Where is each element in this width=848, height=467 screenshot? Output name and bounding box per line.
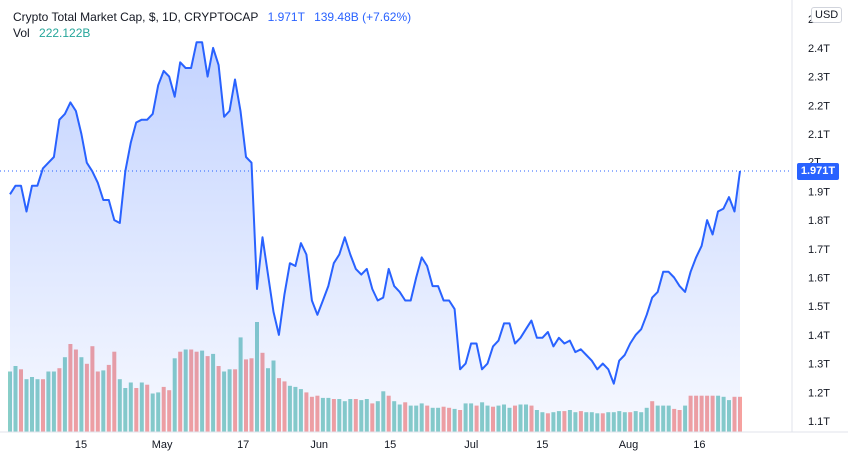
y-tick-label: 1.2T xyxy=(808,387,830,399)
x-tick-label: Jun xyxy=(310,439,328,451)
price-area xyxy=(10,42,740,432)
y-tick-label: 1.7T xyxy=(808,244,830,256)
legend-main-row: Crypto Total Market Cap, $, 1D, CRYPTOCA… xyxy=(13,9,411,25)
last-price-tag: 1.971T xyxy=(797,162,839,180)
legend-volume-value: 222.122B xyxy=(39,26,91,40)
x-tick-label: 15 xyxy=(536,439,548,451)
y-tick-label: 1.4T xyxy=(808,330,830,342)
x-tick-label: Aug xyxy=(619,439,639,451)
y-tick-label: 1.3T xyxy=(808,359,830,371)
currency-selector[interactable]: USD xyxy=(811,7,843,23)
price-axis[interactable]: 1.1T1.2T1.3T1.4T1.5T1.6T1.7T1.8T1.9T2T2.… xyxy=(808,14,830,428)
y-tick-label: 2.2T xyxy=(808,100,830,112)
y-tick-label: 2.4T xyxy=(808,43,830,55)
x-tick-label: 16 xyxy=(693,439,705,451)
price-line xyxy=(9,41,741,385)
y-tick-label: 1.6T xyxy=(808,273,830,285)
x-tick-label: 17 xyxy=(237,439,249,451)
legend-last-value: 1.971T xyxy=(267,10,305,24)
time-axis[interactable]: 15 May 17 Jun 15 Jul 15 Aug 16 xyxy=(75,439,706,451)
legend-volume-label: Vol xyxy=(13,26,30,40)
y-tick-label: 1.1T xyxy=(808,416,830,428)
y-tick-label: 2.1T xyxy=(808,129,830,141)
x-tick-label: Jul xyxy=(464,439,478,451)
legend-title: Crypto Total Market Cap, $, 1D, CRYPTOCA… xyxy=(13,10,259,24)
y-tick-label: 1.5T xyxy=(808,301,830,313)
x-tick-label: 15 xyxy=(75,439,87,451)
y-tick-label: 1.9T xyxy=(808,186,830,198)
x-tick-label: 15 xyxy=(384,439,396,451)
y-tick-label: 1.8T xyxy=(808,215,830,227)
y-tick-label: 2.3T xyxy=(808,72,830,84)
legend-volume-row: Vol 222.122B xyxy=(13,25,411,41)
legend-change: 139.48B (+7.62%) xyxy=(314,10,412,24)
x-tick-label: May xyxy=(152,439,173,451)
chart-legend: Crypto Total Market Cap, $, 1D, CRYPTOCA… xyxy=(13,9,411,41)
